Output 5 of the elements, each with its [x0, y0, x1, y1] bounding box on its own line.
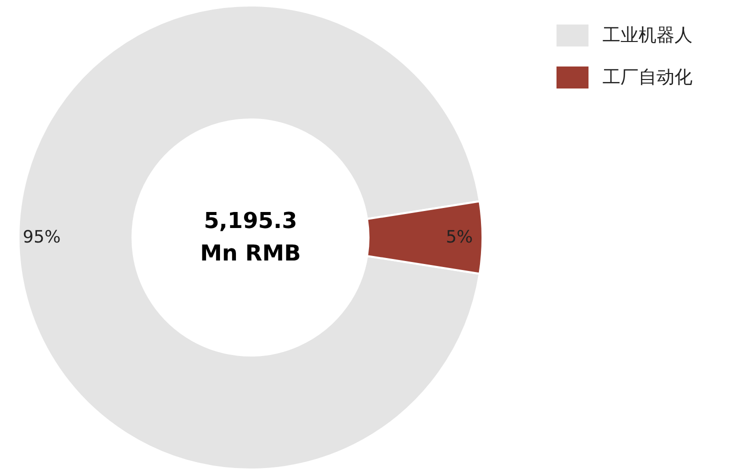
data-label: 95%	[22, 228, 61, 248]
legend-label: 工业机器人	[602, 25, 692, 46]
text: 5,195.3 Mn RMB	[200, 208, 301, 266]
legend-label: 工厂自动化	[602, 67, 692, 88]
data-label: 5%	[446, 228, 473, 248]
